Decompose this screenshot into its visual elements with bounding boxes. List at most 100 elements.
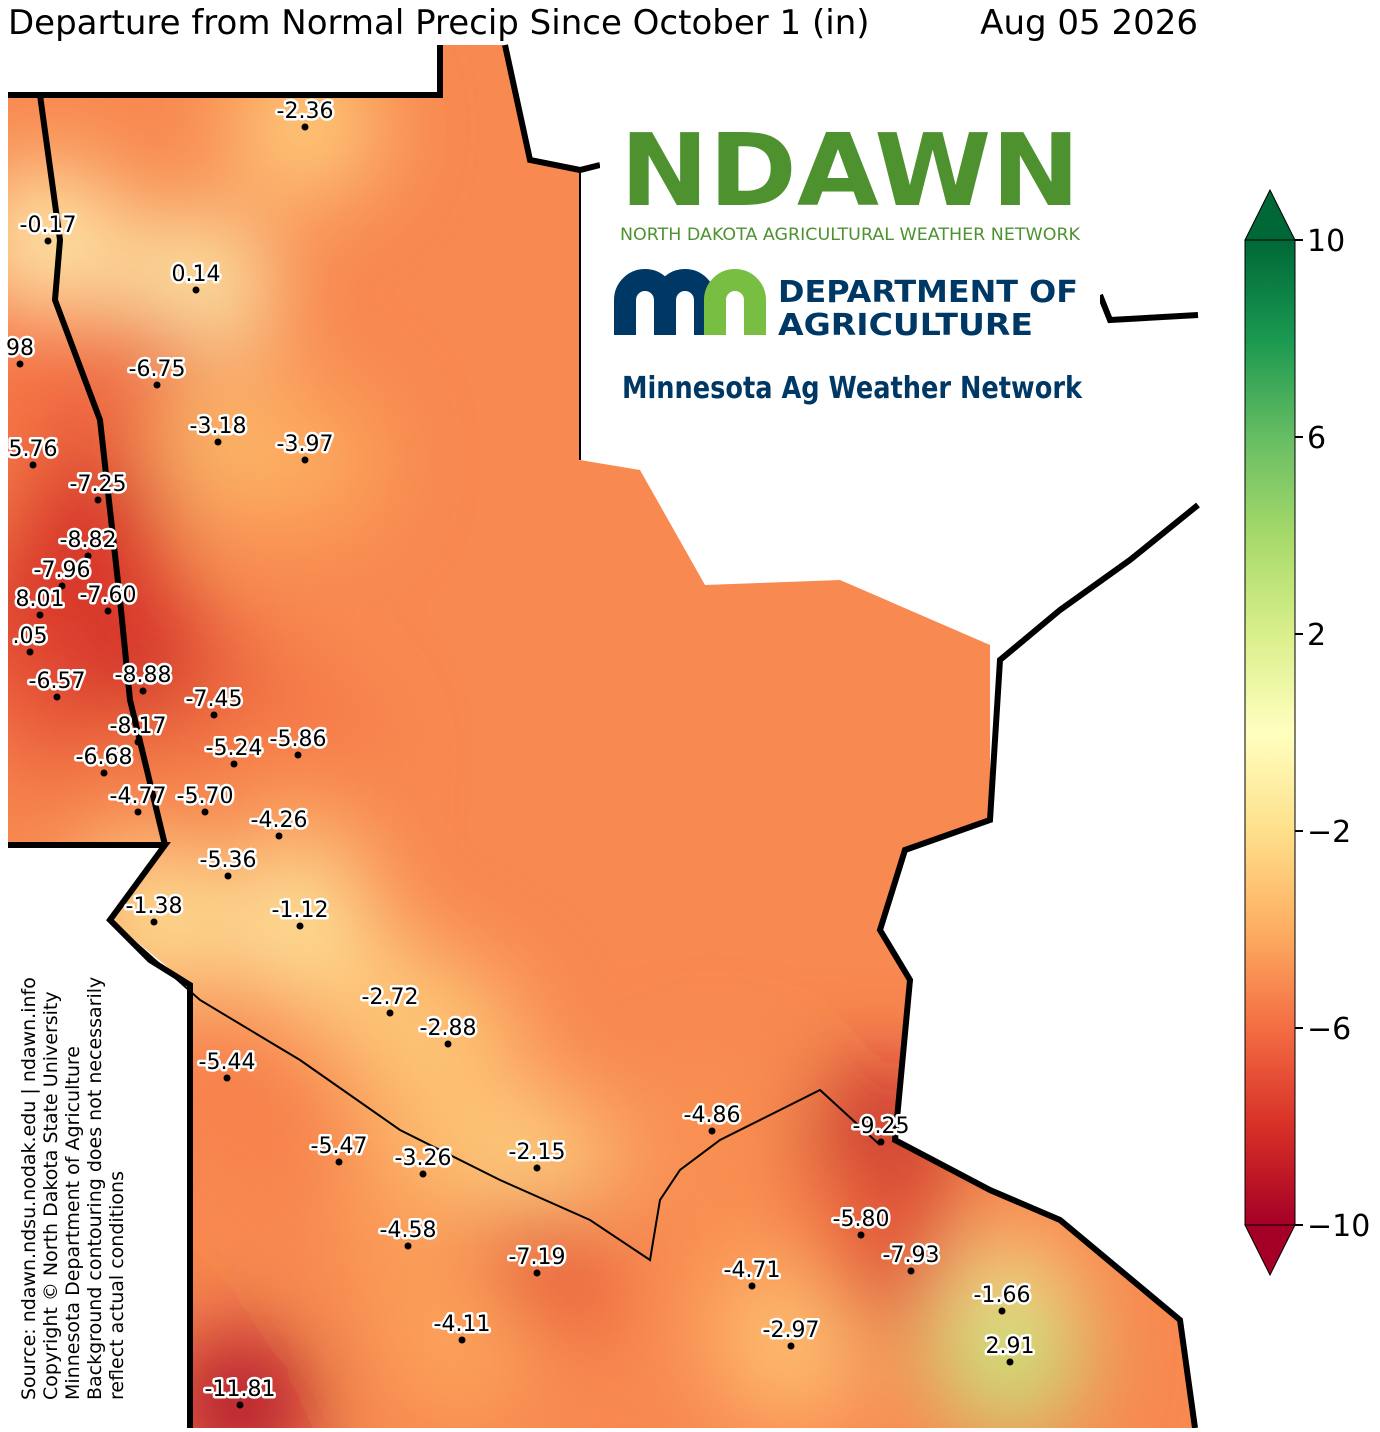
station-label: -5.80 (833, 1207, 890, 1232)
station-label: -4.26 (251, 808, 308, 833)
station-label: -8.88 (115, 663, 172, 688)
station-label: -2.97 (763, 1318, 820, 1343)
station-dot (16, 360, 24, 368)
station-label: -9.25 (853, 1114, 910, 1139)
station-label: -1.12 (272, 898, 329, 923)
borders (8, 44, 1200, 1429)
colorbar-tick-label: 2 (1307, 618, 1326, 653)
colorbar-tick-label: −2 (1307, 815, 1351, 850)
mda-line2: AGRICULTURE (778, 308, 1033, 343)
station-dot (104, 607, 112, 615)
station-dot (201, 808, 209, 816)
station-dot (134, 738, 142, 746)
station-label: -2.15 (509, 1140, 566, 1165)
station-dot (294, 751, 302, 759)
source-notes: Source: ndawn.ndsu.nodak.edu | ndawn.inf… (18, 977, 128, 1400)
station-label: -1.38 (126, 894, 183, 919)
station-dot (275, 832, 283, 840)
station-label: 5.76 (9, 437, 58, 462)
title: Departure from Normal Precip Since Octob… (8, 3, 870, 43)
ndawn-logo: NDAWN (620, 112, 1080, 229)
source-note: Source: ndawn.ndsu.nodak.edu | ndawn.inf… (18, 977, 40, 1400)
station-dot (44, 237, 52, 245)
station-label: -5.24 (206, 736, 263, 761)
station-dot (386, 1009, 394, 1017)
station-label: -7.25 (70, 472, 127, 497)
station-dot (134, 808, 142, 816)
station-label: -5.70 (177, 784, 234, 809)
station-label: -6.75 (129, 357, 186, 382)
station-dot (139, 687, 147, 695)
station-label: -4.71 (724, 1258, 781, 1283)
station-label: .05 (13, 624, 48, 649)
station-dot (335, 1158, 343, 1166)
source-note: Background contouring does not necessari… (84, 977, 106, 1400)
station-label: -7.45 (186, 687, 243, 712)
station-label: -4.86 (684, 1103, 741, 1128)
station-dot (787, 1342, 795, 1350)
station-dot (444, 1040, 452, 1048)
station-dot (100, 769, 108, 777)
source-note: Minnesota Department of Agriculture (62, 1046, 84, 1400)
station-label: -6.68 (76, 745, 133, 770)
station-dot (236, 1401, 244, 1409)
station-label: -5.86 (270, 727, 327, 752)
station-label: -3.97 (277, 432, 334, 457)
station-dot (419, 1170, 427, 1178)
colorbar-max-arrow (1244, 188, 1296, 241)
station-label: -2.88 (420, 1016, 477, 1041)
mawn: Minnesota Ag Weather Network (622, 371, 1083, 406)
station-dot (458, 1336, 466, 1344)
station-dot (26, 648, 34, 656)
station-label: 2.91 (986, 1334, 1035, 1359)
station-label: 8.01 (16, 587, 65, 612)
station-dot (533, 1269, 541, 1277)
station-label: -4.77 (110, 784, 167, 809)
station-label: -4.11 (434, 1312, 491, 1337)
station-dot (224, 872, 232, 880)
colorbar-tick-label: −6 (1307, 1012, 1351, 1047)
station-dot (223, 1074, 231, 1082)
station-dot (210, 711, 218, 719)
station-label: -1.66 (974, 1283, 1031, 1308)
station-label: -8.82 (60, 528, 117, 553)
station-label: -7.60 (80, 583, 137, 608)
source-note: Copyright © North Dakota State Universit… (40, 991, 62, 1400)
station-label: -2.72 (362, 985, 419, 1010)
station-dot (296, 922, 304, 930)
station-label: 98 (6, 336, 34, 361)
station-dot (230, 760, 238, 768)
station-dot (301, 456, 309, 464)
station-dot (84, 552, 92, 560)
mda-line1: DEPARTMENT OF (778, 275, 1078, 310)
colorbar-tick-label: 10 (1307, 224, 1345, 259)
station-label: -11.81 (205, 1377, 276, 1402)
mn-logo (614, 269, 766, 335)
colorbar-min-arrow (1244, 1224, 1296, 1277)
station-label: -3.18 (190, 414, 247, 439)
station-dot (29, 461, 37, 469)
station-dot (150, 918, 158, 926)
station-dot (748, 1282, 756, 1290)
station-label: -7.93 (883, 1243, 940, 1268)
station-label: -4.58 (380, 1218, 437, 1243)
colorbar-tick-label: −10 (1307, 1209, 1370, 1244)
station-dot (998, 1307, 1006, 1315)
station-dot (1006, 1358, 1014, 1366)
station-dot (877, 1138, 885, 1146)
station-dot (58, 582, 66, 590)
station-dot (857, 1231, 865, 1239)
ndawn-full: NORTH DAKOTA AGRICULTURAL WEATHER NETWOR… (620, 225, 1081, 245)
station-dot (708, 1127, 716, 1135)
station-dot (36, 611, 44, 619)
station-dot (301, 123, 309, 131)
station-label: -0.17 (20, 213, 77, 238)
station-label: 0.14 (172, 262, 221, 287)
station-label: -5.36 (200, 848, 257, 873)
station-label: -7.19 (509, 1245, 566, 1270)
station-dot (907, 1267, 915, 1275)
station-dot (404, 1242, 412, 1250)
station-dot (192, 286, 200, 294)
source-note: reflect actual conditions (106, 1171, 128, 1400)
